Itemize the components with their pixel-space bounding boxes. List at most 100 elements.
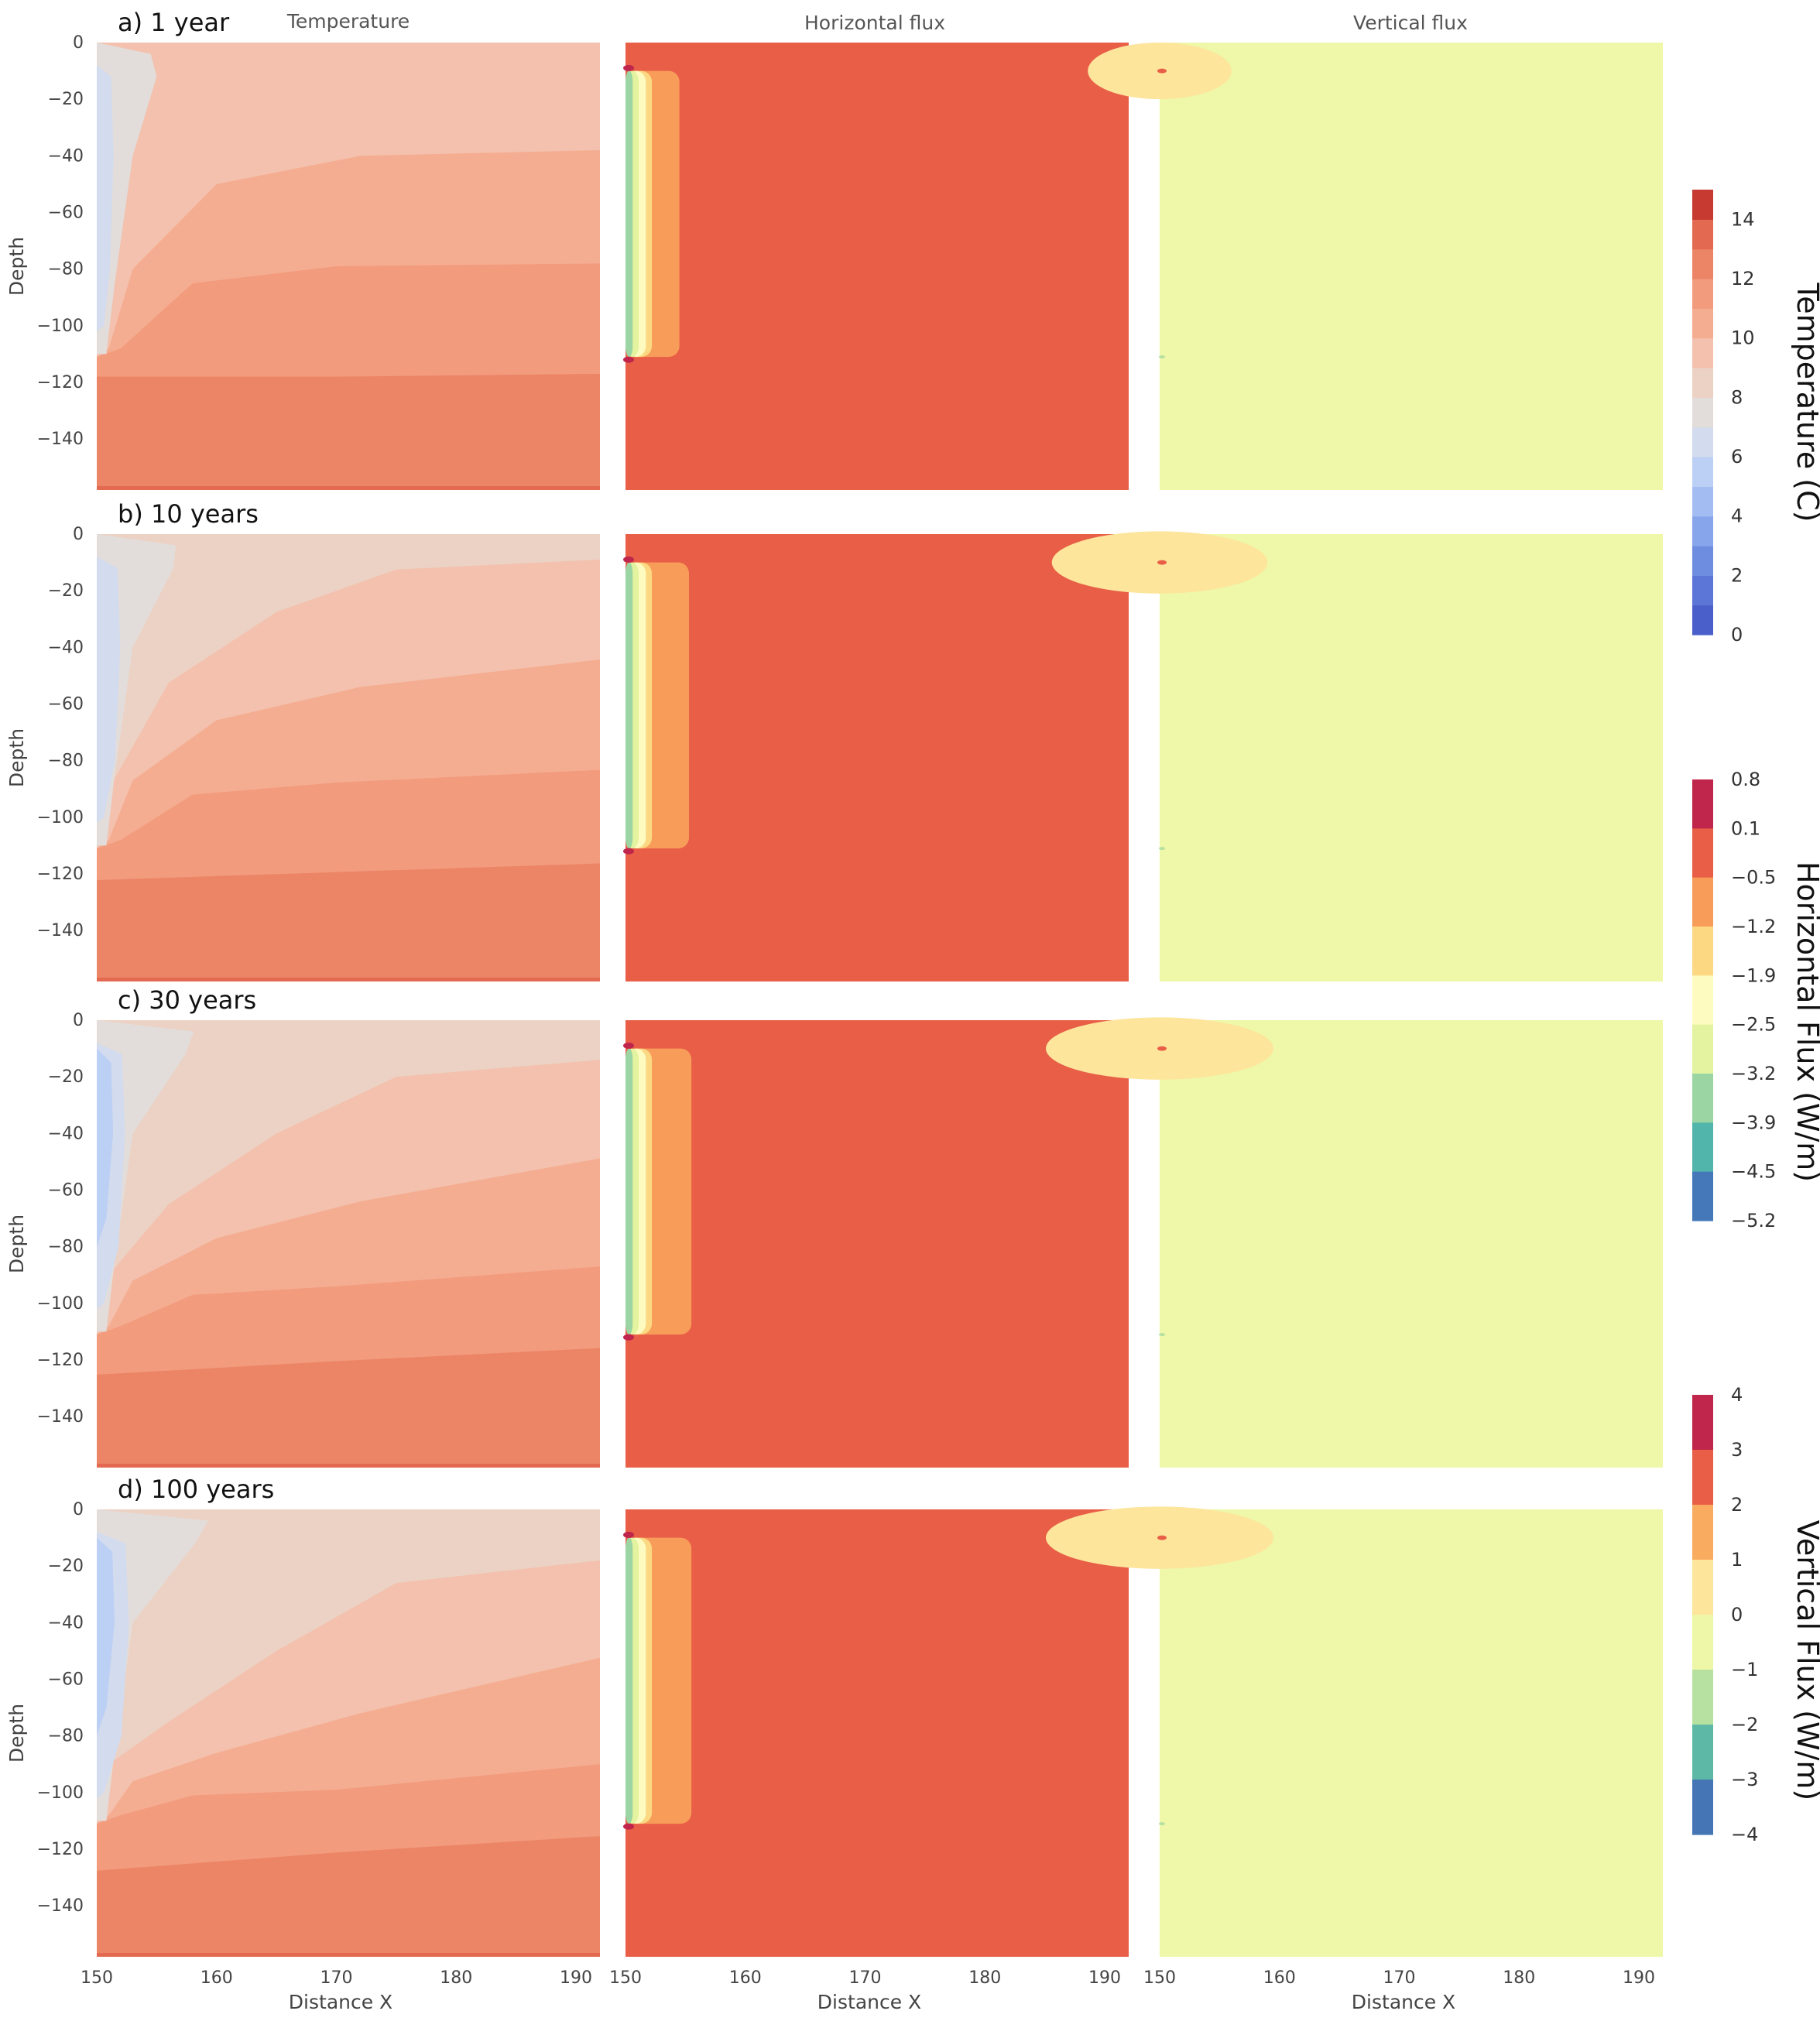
x-tick-label: 150 [609,1968,642,1988]
colorbar-tick-label: 4 [1731,505,1743,527]
horizontal-flux-peak [623,1823,634,1830]
y-tick-label: −40 [48,638,84,657]
colorbar-swatch [1692,219,1713,250]
x-tick-label: 180 [968,1968,1001,1988]
y-tick-label: −80 [48,752,84,771]
colorbar-tick-label: 3 [1731,1439,1743,1461]
colorbar-swatch [1692,1780,1713,1835]
x-tick-label: 160 [201,1968,233,1988]
colorbar-tick-label: −2 [1731,1714,1758,1735]
temperature-contour [97,1509,600,1821]
colorbar-tick-label: −0.5 [1731,867,1776,889]
colorbar-swatch [1692,457,1713,487]
vertical-flux-panel [1088,42,1663,490]
panel-row: a) 1 year Depth 0 −20 −40 −60 −80 −100 −120 −140 [5,8,1663,490]
y-tick-label: −120 [37,373,84,392]
horizontal-flux-contour [626,70,633,358]
colorbar-tick-label: 2 [1731,1494,1743,1516]
y-tick-label: −140 [37,1407,84,1427]
y-tick-label: −100 [37,1783,84,1803]
colorbar-label-vertical-flux: Vertical Flux (W/m) [1791,1520,1820,1800]
column-title-temperature: Temperature [286,10,410,33]
x-tick-label: 170 [849,1968,882,1988]
y-tick-label: −60 [48,1180,84,1200]
y-axis-label: Depth [5,728,28,787]
temperature-panel [97,1509,600,1957]
y-tick-label: 0 [73,33,84,53]
colorbar-label-horizontal-flux: Horizontal Flux (W/m) [1791,862,1820,1182]
vertical-flux-low [1159,1333,1165,1337]
temperature-contour [97,1020,600,1332]
y-tick-label: −60 [48,203,84,222]
column-title-horizontal-flux: Horizontal flux [804,12,945,34]
panel-row: d) 100 years Depth 0 −20 −40 −60 −80 −100 −120 −1… [5,1475,1663,1957]
y-tick-label: −140 [37,1896,84,1916]
temperature-bottom-band [97,1953,600,1957]
y-tick-label: 0 [73,525,84,544]
colorbar-tick-label: 12 [1731,268,1755,289]
horizontal-flux-panel [623,43,1129,490]
colorbar-swatch [1692,397,1713,428]
colorbar-swatch [1692,546,1713,576]
colorbar-tick-label: 10 [1731,327,1755,349]
vertical-flux-field [1160,534,1663,981]
colorbar-tick-label: −1 [1731,1659,1758,1680]
y-axis-label: Depth [5,1704,28,1763]
y-tick-label: −40 [48,146,84,166]
row-label: a) 1 year [118,8,230,37]
temperature-panel [97,534,600,981]
colorbar-swatch [1692,1074,1713,1123]
temperature-contour [97,1048,114,1247]
vertical-flux-field [1160,1020,1663,1468]
panel-row: b) 10 years Depth 0 −20 −40 −60 −80 −100 −120 −14… [5,499,1663,981]
colorbar-temperature: 0 2 4 6 8 10 12 14 [1692,190,1755,646]
y-tick-label: −40 [48,1613,84,1632]
row-label: d) 100 years [118,1475,274,1504]
horizontal-flux-peak [623,848,634,855]
colorbar-swatch [1692,828,1713,879]
colorbar-swatch [1692,1670,1713,1725]
vertical-flux-peak [1157,1046,1167,1051]
y-tick-label: −60 [48,1670,84,1689]
x-axis-label: Distance X [289,1991,392,2013]
column-title-vertical-flux: Vertical flux [1353,12,1468,34]
x-tick-label: 190 [560,1968,592,1988]
vertical-flux-panel [1045,1506,1663,1957]
colorbar-tick-label: 8 [1731,386,1743,408]
vertical-flux-field [1160,1509,1663,1957]
horizontal-flux-contour [626,1048,633,1335]
colorbar-swatch [1692,248,1713,279]
row-label: c) 30 years [118,985,256,1015]
y-tick-label: −100 [37,808,84,827]
y-tick-label: −20 [48,1067,84,1087]
y-tick-label: 0 [73,1011,84,1030]
y-tick-label: −120 [37,1840,84,1859]
colorbar-tick-label: 0 [1731,624,1743,646]
colorbar-tick-label: −2.5 [1731,1014,1776,1036]
colorbar-swatch [1692,605,1713,635]
colorbar-swatch [1692,279,1713,309]
colorbar-tick-label: 0.8 [1731,769,1760,790]
y-tick-label: −80 [48,1238,84,1257]
colorbar-swatch [1692,516,1713,546]
y-tick-label: −40 [48,1124,84,1143]
colorbar-tick-label: 0 [1731,1604,1743,1625]
y-tick-label: 0 [73,1500,84,1519]
y-tick-label: −100 [37,317,84,336]
x-tick-label: 160 [729,1968,762,1988]
colorbar-swatch [1692,779,1713,829]
horizontal-flux-panel [623,534,1129,981]
temperature-contour [97,557,121,824]
y-axis-label: Depth [5,1214,28,1273]
colorbar-swatch [1692,1395,1713,1451]
colorbar-tick-label: 4 [1731,1384,1743,1406]
horizontal-flux-peak [623,1334,634,1341]
y-tick-label: −120 [37,865,84,884]
temperature-bottom-band [97,978,600,981]
colorbar-tick-label: −3.9 [1731,1112,1776,1133]
horizontal-flux-field [626,1509,1129,1957]
y-tick-label: −20 [48,581,84,601]
temperature-bottom-band [97,486,600,490]
horizontal-flux-field [626,43,1129,490]
